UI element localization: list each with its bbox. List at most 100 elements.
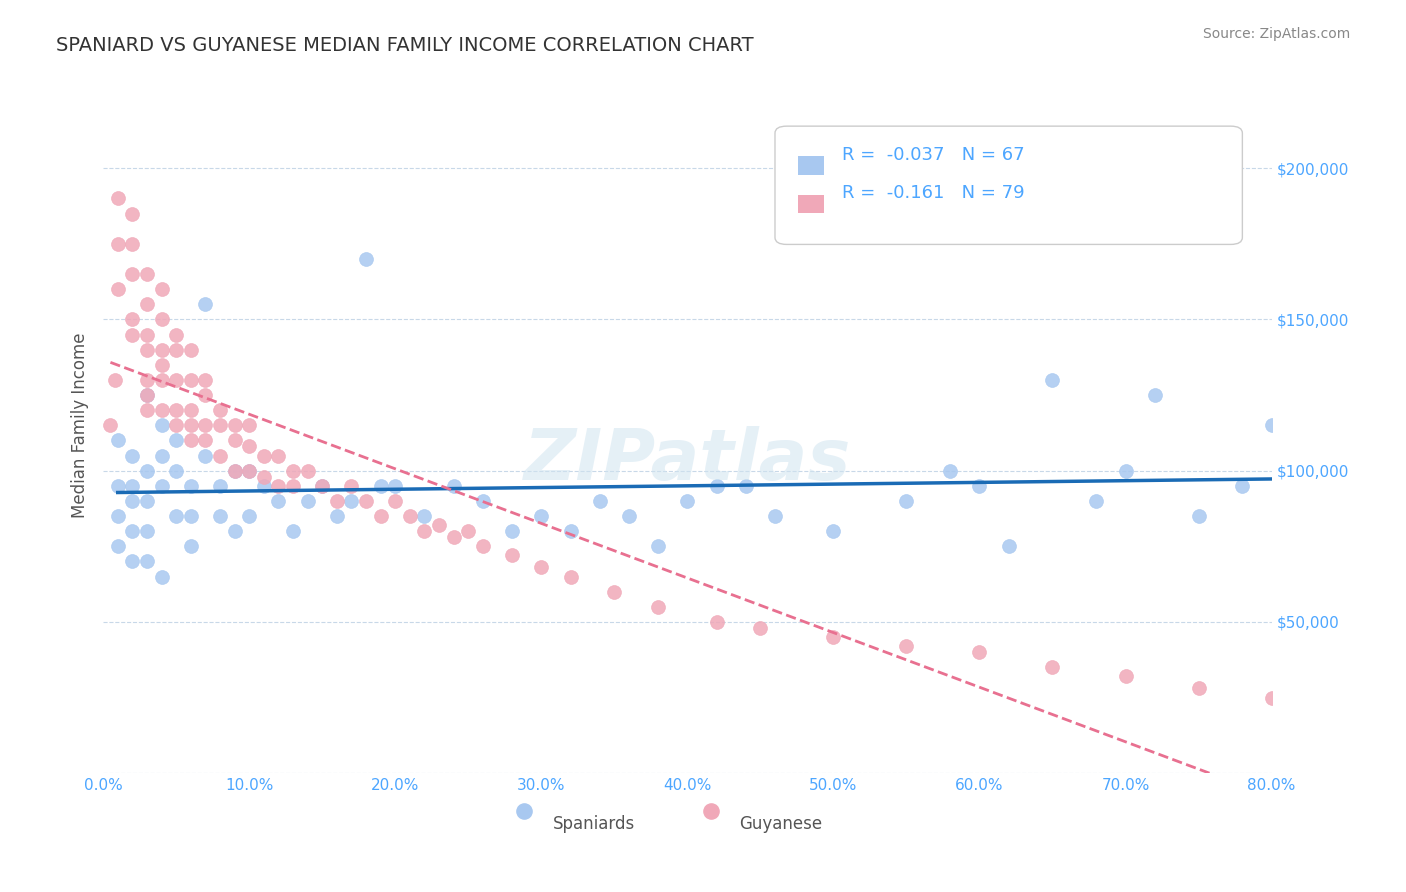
- Point: [165, 403, 187, 417]
- Point: [121, 524, 143, 539]
- Point: [267, 494, 290, 508]
- Point: [1232, 479, 1254, 493]
- Point: [180, 509, 202, 524]
- Point: [589, 494, 612, 508]
- Point: [471, 494, 494, 508]
- Point: [530, 509, 553, 524]
- Point: [136, 388, 159, 402]
- Point: [560, 524, 582, 539]
- Point: [180, 343, 202, 357]
- Point: [238, 418, 260, 433]
- Point: [121, 554, 143, 568]
- Point: [413, 524, 436, 539]
- Point: [180, 434, 202, 448]
- Point: [253, 449, 276, 463]
- Point: [194, 434, 217, 448]
- Point: [1042, 373, 1064, 387]
- Point: [281, 479, 304, 493]
- Point: [326, 494, 349, 508]
- Point: [180, 479, 202, 493]
- Point: [150, 479, 173, 493]
- Point: [224, 418, 246, 433]
- Point: [165, 327, 187, 342]
- Point: [107, 282, 129, 296]
- Point: [354, 494, 377, 508]
- Point: [136, 343, 159, 357]
- Point: [136, 494, 159, 508]
- Point: [443, 530, 465, 544]
- Point: [501, 549, 523, 563]
- Point: [107, 236, 129, 251]
- Point: [384, 479, 406, 493]
- Point: [706, 479, 728, 493]
- Point: [427, 518, 450, 533]
- Point: [107, 479, 129, 493]
- Point: [939, 464, 962, 478]
- Point: [136, 464, 159, 478]
- Point: [297, 494, 319, 508]
- Point: [150, 358, 173, 372]
- Point: [676, 494, 699, 508]
- Point: [238, 464, 260, 478]
- Point: [457, 524, 479, 539]
- Point: [443, 479, 465, 493]
- Point: [136, 373, 159, 387]
- Point: [224, 464, 246, 478]
- Point: [224, 434, 246, 448]
- Text: Spaniards: Spaniards: [553, 815, 636, 833]
- Point: [603, 584, 626, 599]
- Point: [150, 449, 173, 463]
- Point: [253, 469, 276, 483]
- Point: [165, 434, 187, 448]
- Point: [647, 599, 669, 614]
- Point: [1042, 660, 1064, 674]
- Point: [238, 440, 260, 454]
- Point: [194, 373, 217, 387]
- Point: [471, 539, 494, 553]
- Point: [194, 418, 217, 433]
- Point: [238, 509, 260, 524]
- Point: [136, 554, 159, 568]
- Point: [104, 373, 127, 387]
- Point: [208, 449, 231, 463]
- Text: R =  -0.161   N = 79: R = -0.161 N = 79: [842, 184, 1024, 202]
- Point: [340, 479, 363, 493]
- Point: [107, 539, 129, 553]
- Point: [326, 509, 349, 524]
- Point: [1187, 509, 1209, 524]
- Point: [1115, 464, 1137, 478]
- Point: [150, 373, 173, 387]
- Point: [224, 464, 246, 478]
- Point: [267, 449, 290, 463]
- Point: [150, 403, 173, 417]
- Point: [1260, 418, 1282, 433]
- Text: SPANIARD VS GUYANESE MEDIAN FAMILY INCOME CORRELATION CHART: SPANIARD VS GUYANESE MEDIAN FAMILY INCOM…: [56, 36, 754, 54]
- Point: [150, 418, 173, 433]
- Text: R =  -0.037   N = 67: R = -0.037 N = 67: [842, 145, 1024, 164]
- Point: [896, 494, 918, 508]
- Point: [1187, 681, 1209, 696]
- Point: [180, 403, 202, 417]
- Point: [617, 509, 640, 524]
- Point: [706, 615, 728, 629]
- FancyBboxPatch shape: [775, 126, 1243, 244]
- Point: [530, 560, 553, 574]
- Point: [208, 479, 231, 493]
- Point: [150, 312, 173, 326]
- Point: [281, 464, 304, 478]
- Point: [194, 388, 217, 402]
- Point: [1085, 494, 1108, 508]
- Point: [208, 509, 231, 524]
- Point: [107, 191, 129, 205]
- Point: [165, 373, 187, 387]
- Point: [1260, 690, 1282, 705]
- Point: [180, 539, 202, 553]
- Point: [311, 479, 333, 493]
- Point: [413, 509, 436, 524]
- Point: [121, 267, 143, 281]
- Point: [384, 494, 406, 508]
- Point: [121, 206, 143, 220]
- Point: [560, 569, 582, 583]
- Point: [136, 327, 159, 342]
- Point: [136, 403, 159, 417]
